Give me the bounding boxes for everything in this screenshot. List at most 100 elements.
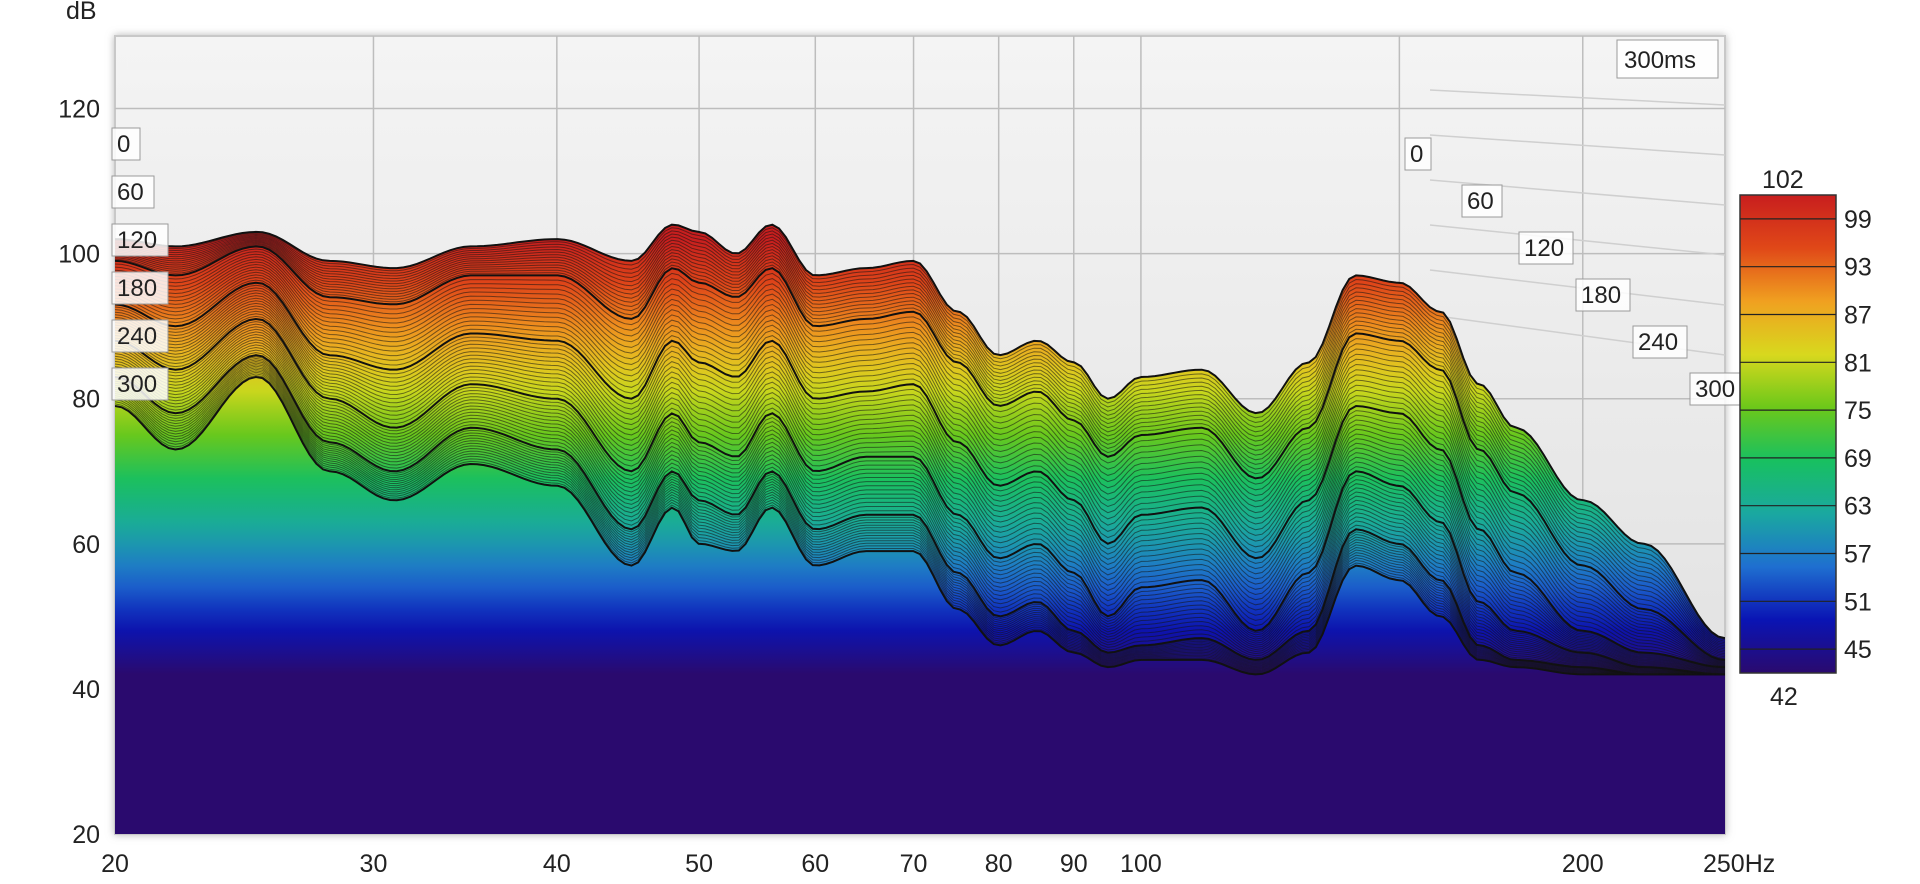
y-tick-label: 80	[72, 386, 100, 414]
time-label-left: 60	[117, 179, 144, 206]
x-tick-label: 60	[801, 850, 829, 878]
time-axis-labels-left: 0 60 120 180 240 300	[111, 127, 169, 401]
slice-contour	[115, 242, 1725, 656]
time-slices	[115, 223, 1725, 676]
time-label-box	[111, 271, 169, 305]
x-tick-label: 20	[101, 850, 129, 878]
slice-contour	[115, 240, 1725, 653]
time-range-label: 300ms	[1616, 39, 1719, 79]
slice-line	[115, 223, 1725, 640]
slice-contour	[115, 346, 1725, 675]
colorbar-tick-label: 45	[1844, 636, 1872, 664]
slice-contour	[115, 323, 1725, 675]
colorbar-tick-label: 75	[1844, 397, 1872, 425]
slice-contour	[115, 352, 1725, 675]
slice-contour	[115, 292, 1725, 670]
colorbar: 102 99 93 87 81 75 69 63 57 51 45 42	[1739, 166, 1872, 711]
time-label-left: 180	[117, 275, 157, 302]
y-tick-label: 120	[58, 96, 100, 124]
colorbar-tick-label: 51	[1844, 588, 1872, 616]
slice-contour	[115, 258, 1725, 663]
slice-line	[115, 281, 1725, 669]
colorbar-tick-label: 99	[1844, 206, 1872, 234]
slice-contour	[115, 241, 1725, 655]
slice-contour	[115, 300, 1725, 672]
slice-contour	[115, 359, 1725, 675]
colorbar-min-label: 42	[1770, 683, 1798, 711]
slice-contour	[115, 362, 1725, 675]
time-label-box	[1575, 278, 1631, 312]
slice-contour	[115, 276, 1725, 667]
slice-contour	[115, 364, 1725, 675]
x-tick-label: 30	[360, 850, 388, 878]
time-label-right: 180	[1581, 282, 1621, 309]
slice-contour	[115, 274, 1725, 667]
time-label-box	[1518, 231, 1574, 265]
time-label-box	[111, 127, 141, 161]
time-label-box	[1689, 372, 1745, 406]
slice-contour	[115, 263, 1725, 664]
slice-contour	[115, 251, 1725, 662]
slice-contour	[115, 305, 1725, 673]
y-axis-unit-label: dB	[66, 0, 97, 25]
slice-contour	[115, 284, 1725, 669]
colorbar-tick-label: 57	[1844, 541, 1872, 569]
slice-contour	[115, 235, 1725, 645]
svg-text:300ms: 300ms	[1624, 47, 1696, 74]
slice-line	[115, 245, 1725, 661]
colorbar-tick-label: 93	[1844, 254, 1872, 282]
colorbar-tick-labels: 99 93 87 81 75 69 63 57 51 45	[1740, 206, 1872, 664]
slice-contour	[115, 371, 1725, 675]
slice-contour	[115, 256, 1725, 663]
colorbar-tick-label: 63	[1844, 493, 1872, 521]
time-label-left: 0	[117, 131, 130, 158]
perspective-line	[1429, 224, 1725, 256]
time-label-left: 240	[117, 323, 157, 350]
slice-contour	[115, 289, 1725, 670]
slice-contour	[115, 360, 1725, 675]
slice-contour	[115, 287, 1725, 669]
slice-contour	[115, 357, 1725, 675]
slice-contour	[115, 374, 1725, 675]
slice-contour	[115, 236, 1725, 647]
slice-contour	[115, 302, 1725, 672]
time-label-box	[111, 223, 169, 257]
slice-contour	[115, 297, 1725, 671]
slice-contour	[115, 310, 1725, 674]
slice-contour	[115, 333, 1725, 675]
slice-contour	[115, 341, 1725, 675]
time-label-left: 120	[117, 227, 157, 254]
x-axis-tick-labels: 20 30 40 50 60 70 80 90 100 200 250Hz	[101, 850, 1775, 878]
slice-contour	[115, 339, 1725, 675]
x-tick-label: 80	[985, 850, 1013, 878]
slice-contour	[115, 326, 1725, 675]
slice-contour	[115, 344, 1725, 675]
slice-contour	[115, 227, 1725, 641]
grid-perspective-lines	[1429, 89, 1725, 356]
perspective-line	[1429, 179, 1725, 206]
y-tick-label: 100	[58, 241, 100, 269]
colorbar-max-label: 102	[1762, 166, 1804, 194]
y-tick-label: 60	[72, 531, 100, 559]
slice-contour	[115, 243, 1725, 658]
slice-line	[115, 317, 1725, 676]
slice-contour	[115, 336, 1725, 675]
slice-contour	[115, 313, 1725, 674]
time-label-left: 300	[117, 371, 157, 398]
slice-contour	[115, 367, 1725, 675]
slice-contour	[115, 295, 1725, 671]
colorbar-gradient	[1739, 194, 1837, 674]
slice-contour	[115, 253, 1725, 662]
y-axis-tick-labels: 120 100 80 60 40 20	[58, 96, 100, 849]
time-label-right: 300	[1695, 376, 1735, 403]
x-tick-label: 90	[1060, 850, 1088, 878]
y-tick-label: 40	[72, 676, 100, 704]
slice-contour	[115, 261, 1725, 664]
x-tick-label: 200	[1562, 850, 1604, 878]
slice-contour	[115, 266, 1725, 665]
time-label-box	[1461, 184, 1503, 218]
slice-contour	[115, 238, 1725, 650]
slice-contour	[115, 308, 1725, 673]
time-label-box	[111, 319, 169, 353]
